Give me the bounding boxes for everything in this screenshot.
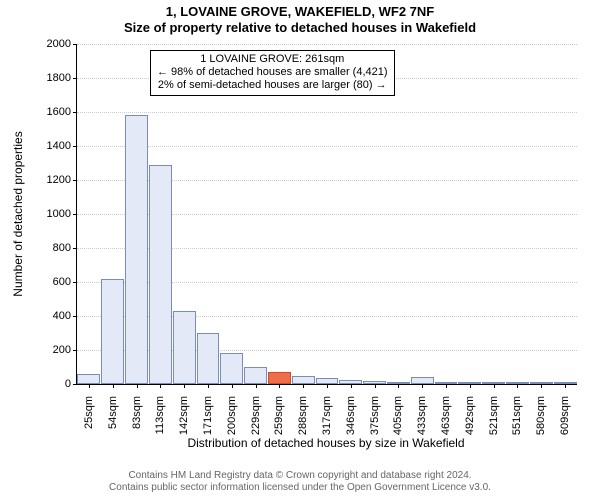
xtick-mark bbox=[208, 384, 209, 388]
footer-line-1: Contains HM Land Registry data © Crown c… bbox=[0, 470, 600, 482]
ytick-label: 800 bbox=[53, 242, 77, 254]
x-axis-label: Distribution of detached houses by size … bbox=[76, 436, 576, 450]
xtick-mark bbox=[422, 384, 423, 388]
xtick-mark bbox=[351, 384, 352, 388]
xtick-mark bbox=[398, 384, 399, 388]
ytick-label: 1200 bbox=[47, 174, 77, 186]
ytick-label: 1000 bbox=[47, 208, 77, 220]
xtick-label: 551sqm bbox=[511, 396, 523, 435]
xtick-mark bbox=[470, 384, 471, 388]
xtick-label: 113sqm bbox=[154, 396, 166, 434]
xtick-label: 375sqm bbox=[369, 396, 381, 435]
histogram-bar bbox=[125, 115, 148, 384]
gridline bbox=[77, 146, 577, 147]
xtick-mark bbox=[256, 384, 257, 388]
xtick-mark bbox=[279, 384, 280, 388]
footer: Contains HM Land Registry data © Crown c… bbox=[0, 470, 600, 494]
histogram-bar bbox=[220, 353, 243, 384]
histogram-bar bbox=[101, 279, 124, 384]
xtick-label: 54sqm bbox=[107, 396, 119, 429]
xtick-label: 200sqm bbox=[226, 396, 238, 435]
histogram-bar bbox=[77, 374, 100, 384]
ytick-label: 2000 bbox=[47, 38, 77, 50]
xtick-label: 521sqm bbox=[488, 396, 500, 435]
ytick-label: 600 bbox=[53, 276, 77, 288]
xtick-mark bbox=[137, 384, 138, 388]
xtick-mark bbox=[565, 384, 566, 388]
annotation-line-3: 2% of semi-detached houses are larger (8… bbox=[157, 79, 388, 92]
xtick-mark bbox=[446, 384, 447, 388]
xtick-mark bbox=[184, 384, 185, 388]
ytick-label: 1800 bbox=[47, 72, 77, 84]
ytick-label: 200 bbox=[53, 344, 77, 356]
ytick-label: 1400 bbox=[47, 140, 77, 152]
xtick-mark bbox=[113, 384, 114, 388]
title-block: 1, LOVAINE GROVE, WAKEFIELD, WF2 7NF Siz… bbox=[0, 0, 600, 37]
xtick-label: 171sqm bbox=[202, 396, 214, 435]
histogram-bar bbox=[173, 311, 196, 384]
gridline bbox=[77, 44, 577, 45]
histogram-bar bbox=[292, 376, 315, 384]
xtick-mark bbox=[232, 384, 233, 388]
histogram-bar bbox=[149, 165, 172, 384]
xtick-mark bbox=[89, 384, 90, 388]
xtick-mark bbox=[541, 384, 542, 388]
footer-line-2: Contains public sector information licen… bbox=[0, 482, 600, 494]
xtick-mark bbox=[160, 384, 161, 388]
xtick-label: 229sqm bbox=[250, 396, 262, 435]
annotation-line-1: 1 LOVAINE GROVE: 261sqm bbox=[157, 53, 388, 66]
title-line-1: 1, LOVAINE GROVE, WAKEFIELD, WF2 7NF bbox=[0, 4, 600, 20]
xtick-label: 492sqm bbox=[464, 396, 476, 435]
xtick-label: 405sqm bbox=[392, 396, 404, 435]
xtick-label: 609sqm bbox=[559, 396, 571, 435]
annotation-line-2: ← 98% of detached houses are smaller (4,… bbox=[157, 66, 388, 79]
histogram-bar bbox=[197, 333, 220, 384]
xtick-label: 580sqm bbox=[535, 396, 547, 435]
xtick-label: 83sqm bbox=[131, 396, 143, 429]
xtick-mark bbox=[303, 384, 304, 388]
xtick-label: 433sqm bbox=[416, 396, 428, 435]
xtick-label: 25sqm bbox=[83, 396, 95, 429]
xtick-label: 142sqm bbox=[178, 396, 190, 435]
ytick-label: 400 bbox=[53, 310, 77, 322]
annotation-box: 1 LOVAINE GROVE: 261sqm ← 98% of detache… bbox=[150, 50, 395, 96]
title-line-2: Size of property relative to detached ho… bbox=[0, 20, 600, 36]
histogram-bar bbox=[244, 367, 267, 384]
xtick-mark bbox=[327, 384, 328, 388]
ytick-label: 0 bbox=[65, 378, 77, 390]
y-axis-label: Number of detached properties bbox=[11, 131, 25, 296]
gridline bbox=[77, 112, 577, 113]
xtick-label: 259sqm bbox=[273, 396, 285, 435]
xtick-label: 346sqm bbox=[345, 396, 357, 435]
histogram-bar bbox=[411, 377, 434, 384]
xtick-mark bbox=[517, 384, 518, 388]
xtick-mark bbox=[494, 384, 495, 388]
ytick-label: 1600 bbox=[47, 106, 77, 118]
histogram-bar-highlight bbox=[268, 372, 291, 384]
xtick-label: 288sqm bbox=[297, 396, 309, 435]
xtick-label: 463sqm bbox=[440, 396, 452, 435]
chart-container: 1, LOVAINE GROVE, WAKEFIELD, WF2 7NF Siz… bbox=[0, 0, 600, 500]
xtick-mark bbox=[375, 384, 376, 388]
xtick-label: 317sqm bbox=[321, 396, 333, 435]
